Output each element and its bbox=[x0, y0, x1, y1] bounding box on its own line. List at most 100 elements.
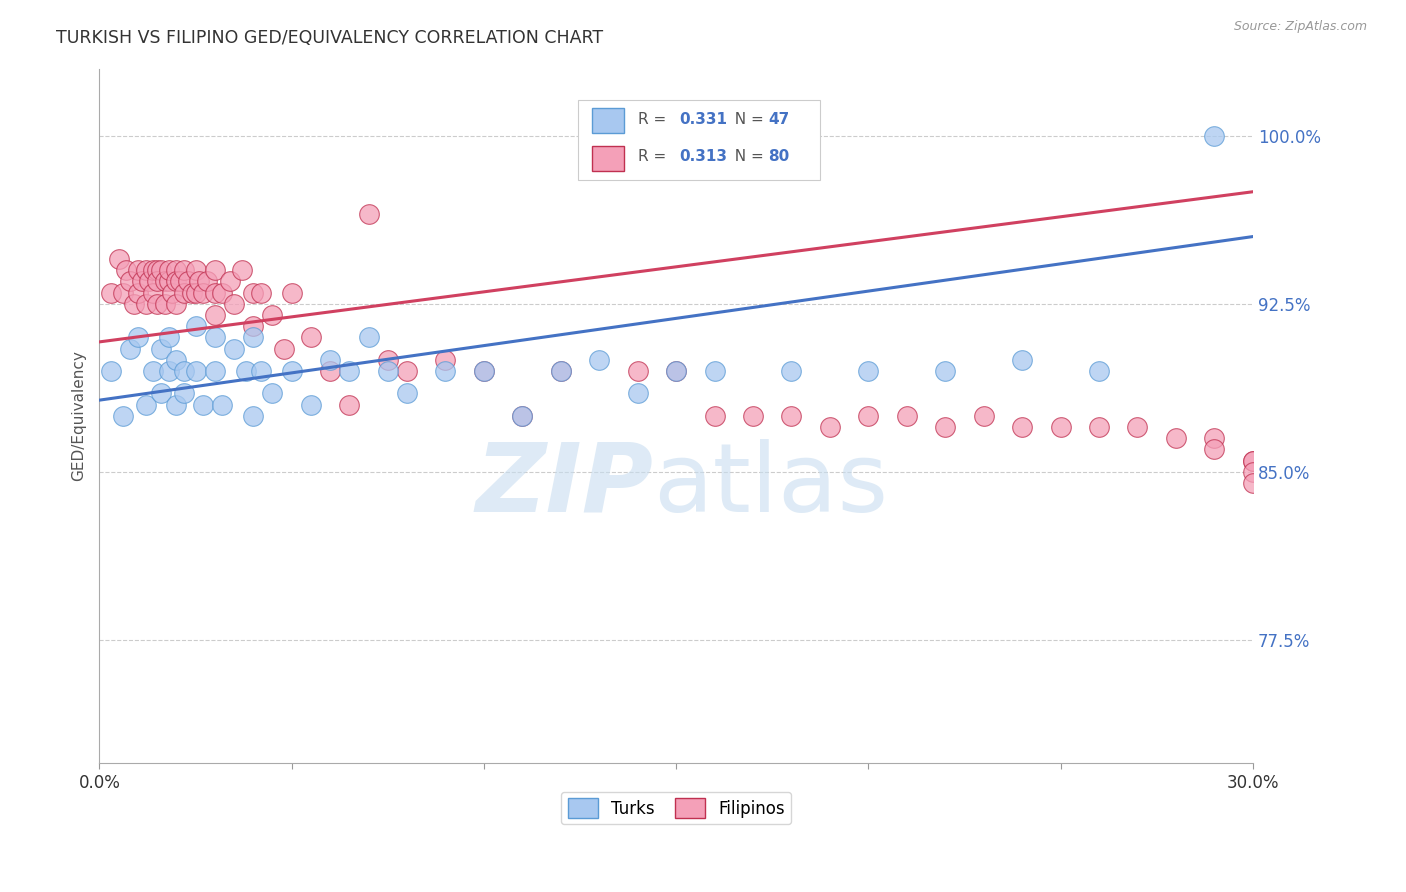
Point bbox=[165, 352, 187, 367]
Point bbox=[262, 386, 284, 401]
Point bbox=[1241, 465, 1264, 479]
Text: atlas: atlas bbox=[652, 439, 889, 532]
Point bbox=[127, 330, 149, 344]
Point bbox=[357, 330, 380, 344]
Point bbox=[157, 263, 180, 277]
Point bbox=[973, 409, 995, 423]
Text: 0.331: 0.331 bbox=[679, 112, 727, 127]
Point bbox=[100, 364, 122, 378]
Point bbox=[858, 409, 880, 423]
Point bbox=[142, 285, 165, 300]
Point bbox=[111, 409, 134, 423]
Text: 47: 47 bbox=[769, 112, 790, 127]
Point bbox=[173, 285, 195, 300]
Point bbox=[100, 285, 122, 300]
Text: R =: R = bbox=[638, 149, 671, 164]
Point bbox=[146, 297, 169, 311]
Point bbox=[127, 263, 149, 277]
Point bbox=[472, 364, 495, 378]
Point bbox=[934, 420, 956, 434]
Point bbox=[250, 364, 273, 378]
Point bbox=[107, 252, 129, 266]
Point bbox=[665, 364, 688, 378]
Point bbox=[472, 364, 495, 378]
Point bbox=[173, 263, 195, 277]
Point bbox=[1204, 128, 1226, 143]
Point bbox=[1088, 420, 1111, 434]
Point bbox=[627, 364, 650, 378]
Point bbox=[177, 274, 200, 288]
FancyBboxPatch shape bbox=[592, 108, 624, 133]
Point bbox=[1088, 364, 1111, 378]
Point bbox=[273, 342, 295, 356]
Point bbox=[146, 274, 169, 288]
Point bbox=[1241, 476, 1264, 491]
Point bbox=[149, 342, 172, 356]
Point bbox=[1241, 453, 1264, 467]
Point bbox=[357, 207, 380, 221]
Point bbox=[188, 274, 211, 288]
Point bbox=[550, 364, 572, 378]
FancyBboxPatch shape bbox=[578, 100, 820, 179]
Point bbox=[262, 308, 284, 322]
FancyBboxPatch shape bbox=[592, 145, 624, 170]
Point bbox=[858, 364, 880, 378]
Point bbox=[627, 386, 650, 401]
Text: N =: N = bbox=[724, 149, 768, 164]
Point bbox=[127, 285, 149, 300]
Point bbox=[1164, 431, 1187, 445]
Point bbox=[157, 330, 180, 344]
Point bbox=[742, 409, 765, 423]
Point bbox=[512, 409, 534, 423]
Point bbox=[242, 409, 264, 423]
Point bbox=[162, 285, 184, 300]
Point bbox=[135, 297, 157, 311]
Point bbox=[184, 319, 207, 334]
Point bbox=[184, 263, 207, 277]
Point bbox=[120, 342, 142, 356]
Point bbox=[242, 330, 264, 344]
Point bbox=[149, 263, 172, 277]
Point bbox=[115, 263, 138, 277]
Point bbox=[169, 274, 191, 288]
Point bbox=[153, 274, 176, 288]
Point bbox=[280, 285, 302, 300]
Point bbox=[180, 285, 202, 300]
Point bbox=[184, 364, 207, 378]
Point bbox=[377, 364, 399, 378]
Point bbox=[242, 319, 264, 334]
Point bbox=[434, 364, 457, 378]
Point bbox=[780, 364, 803, 378]
Point bbox=[231, 263, 253, 277]
Point bbox=[250, 285, 273, 300]
Y-axis label: GED/Equivalency: GED/Equivalency bbox=[72, 351, 86, 482]
Point bbox=[337, 364, 360, 378]
Point bbox=[111, 285, 134, 300]
Point bbox=[135, 398, 157, 412]
Point bbox=[550, 364, 572, 378]
Point bbox=[204, 308, 226, 322]
Legend: Turks, Filipinos: Turks, Filipinos bbox=[561, 792, 792, 824]
Point bbox=[219, 274, 242, 288]
Point bbox=[395, 386, 418, 401]
Point bbox=[280, 364, 302, 378]
Point bbox=[1241, 453, 1264, 467]
Point bbox=[157, 364, 180, 378]
Point bbox=[1126, 420, 1149, 434]
Point bbox=[135, 263, 157, 277]
Point bbox=[780, 409, 803, 423]
Point bbox=[1049, 420, 1071, 434]
Point bbox=[337, 398, 360, 412]
Point bbox=[173, 364, 195, 378]
Point bbox=[149, 386, 172, 401]
Point bbox=[1204, 431, 1226, 445]
Text: N =: N = bbox=[724, 112, 768, 127]
Point bbox=[818, 420, 841, 434]
Point bbox=[512, 409, 534, 423]
Point bbox=[242, 285, 264, 300]
Point bbox=[319, 352, 342, 367]
Point bbox=[157, 274, 180, 288]
Point bbox=[131, 274, 153, 288]
Point bbox=[120, 274, 142, 288]
Point bbox=[703, 409, 725, 423]
